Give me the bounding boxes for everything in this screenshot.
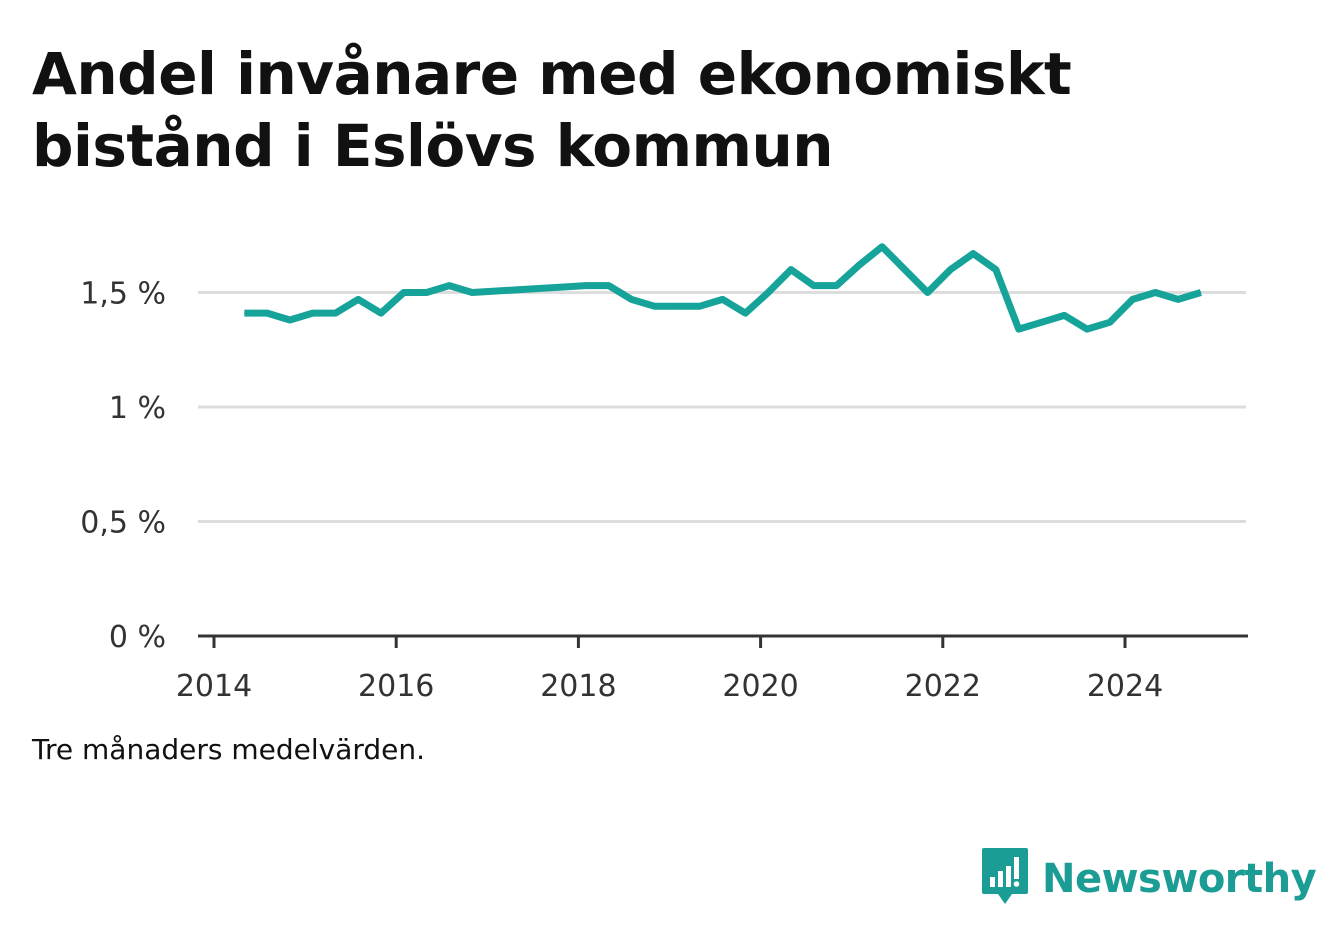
data-point — [949, 269, 951, 271]
data-point — [744, 312, 746, 314]
data-point — [1132, 298, 1134, 300]
gridlines — [198, 291, 1246, 523]
data-point — [722, 298, 724, 300]
data-point — [243, 312, 245, 314]
newsworthy-logo-icon — [980, 846, 1030, 912]
data-point — [631, 298, 632, 300]
data-point — [676, 305, 678, 307]
data-point — [972, 253, 974, 255]
y-tick-label: 0,5 % — [80, 506, 166, 541]
data-point — [426, 292, 428, 293]
data-point — [927, 292, 929, 293]
data-point — [904, 269, 906, 271]
data-point — [335, 312, 336, 314]
data-point — [585, 285, 587, 287]
data-point — [266, 312, 268, 314]
data-point — [1177, 298, 1179, 300]
chart-note: Tre månaders medelvärden. — [32, 733, 426, 766]
data-point — [858, 264, 860, 266]
data-point — [1200, 292, 1202, 293]
data-point — [767, 292, 769, 293]
data-point — [790, 269, 792, 271]
data-point — [1086, 328, 1088, 330]
data-point — [1109, 321, 1111, 323]
data-point — [608, 285, 610, 287]
x-tick-label: 2020 — [722, 669, 798, 704]
x-tick-label: 2018 — [540, 669, 616, 704]
brand-logo[interactable]: Newsworthy — [980, 846, 1317, 912]
data-point — [1154, 292, 1156, 293]
x-axis-labels: 2014 2016 2018 2020 2022 2024 — [176, 669, 1163, 704]
data-point — [1018, 328, 1020, 330]
data-point — [881, 246, 883, 248]
brand-name: Newsworthy — [1042, 856, 1317, 902]
y-tick-label: 0 % — [109, 620, 166, 655]
data-point — [813, 285, 815, 287]
series-layer — [243, 243, 1202, 333]
y-axis-labels: 0 % 0,5 % 1 % 1,5 % — [80, 277, 166, 656]
y-tick-label: 1 % — [109, 391, 166, 426]
data-point — [403, 292, 405, 293]
data-point — [836, 285, 837, 287]
x-tick-label: 2016 — [358, 669, 434, 704]
x-axis — [198, 634, 1248, 648]
data-point — [995, 269, 997, 271]
data-point — [653, 305, 655, 307]
data-point — [699, 305, 701, 307]
data-point — [1063, 314, 1065, 316]
data-point — [1041, 321, 1042, 323]
x-tick-label: 2014 — [176, 669, 252, 704]
series-line — [244, 243, 1202, 333]
data-point — [448, 285, 450, 287]
x-tick-label: 2022 — [905, 669, 981, 704]
data-point — [289, 319, 291, 321]
data-point — [357, 298, 359, 300]
data-point — [380, 312, 382, 314]
y-tick-label: 1,5 % — [80, 277, 166, 312]
data-point — [312, 312, 314, 314]
data-point — [471, 292, 473, 293]
chart-title: Andel invånare med ekonomiskt bistånd i … — [32, 40, 1072, 180]
x-tick-label: 2024 — [1087, 669, 1163, 704]
